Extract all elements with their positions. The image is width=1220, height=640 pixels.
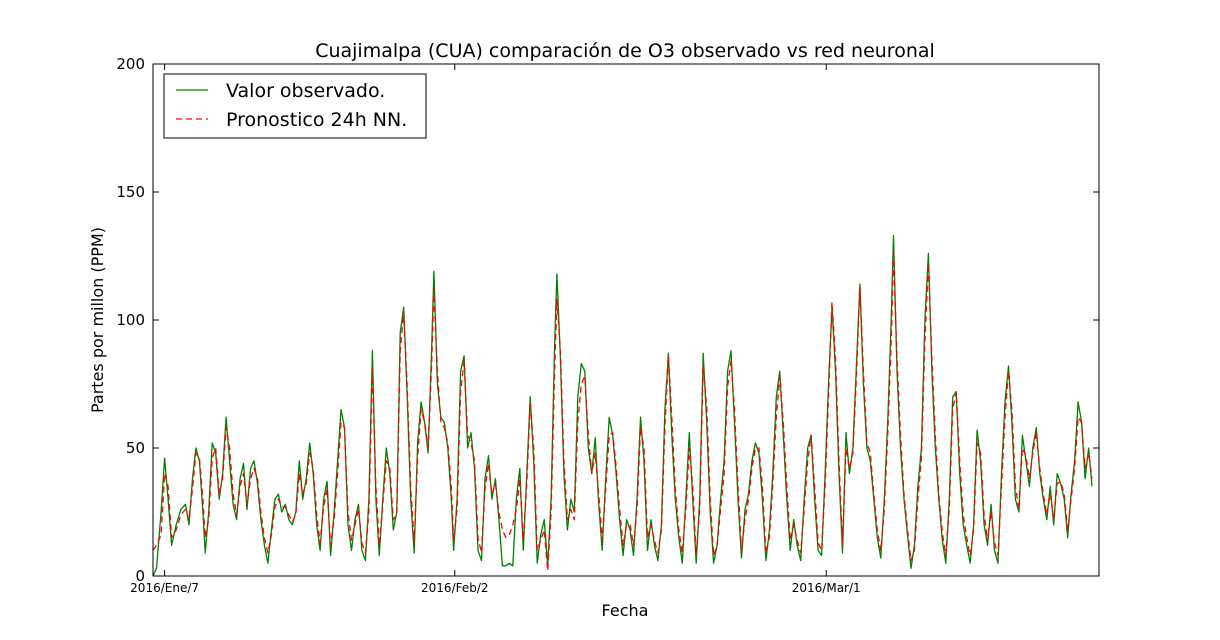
series-line-observed	[152, 234, 1093, 577]
y-tick-label: 100	[116, 311, 145, 329]
y-tick-label: 150	[116, 183, 145, 201]
legend-box	[163, 73, 427, 139]
legend-label-forecast: Pronostico 24h NN.	[226, 109, 407, 131]
legend-label-observed: Valor observado.	[226, 80, 385, 102]
ticks-layer: 0 50 100 150 200 2016/Ene/7 2016/Feb/2 2016/Mar…	[116, 55, 1099, 595]
x-tick-label: 2016/Ene/7	[130, 581, 199, 595]
series-layer	[152, 234, 1093, 577]
x-tick-label: 2016/Mar/1	[792, 581, 861, 595]
y-axis-label: Partes por millon (PPM)	[88, 227, 107, 413]
plot-frame	[152, 63, 1100, 577]
x-tick-label: 2016/Feb/2	[421, 581, 489, 595]
y-tick-label: 50	[126, 439, 145, 457]
x-axis-label: Fecha	[602, 601, 649, 620]
series-line-forecast	[152, 252, 1093, 572]
chart-title: Cuajimalpa (CUA) comparación de O3 obser…	[315, 40, 935, 62]
y-tick-label: 0	[135, 567, 145, 585]
legend: Valor observado. Pronostico 24h NN.	[163, 73, 427, 139]
y-tick-label: 200	[116, 55, 145, 73]
